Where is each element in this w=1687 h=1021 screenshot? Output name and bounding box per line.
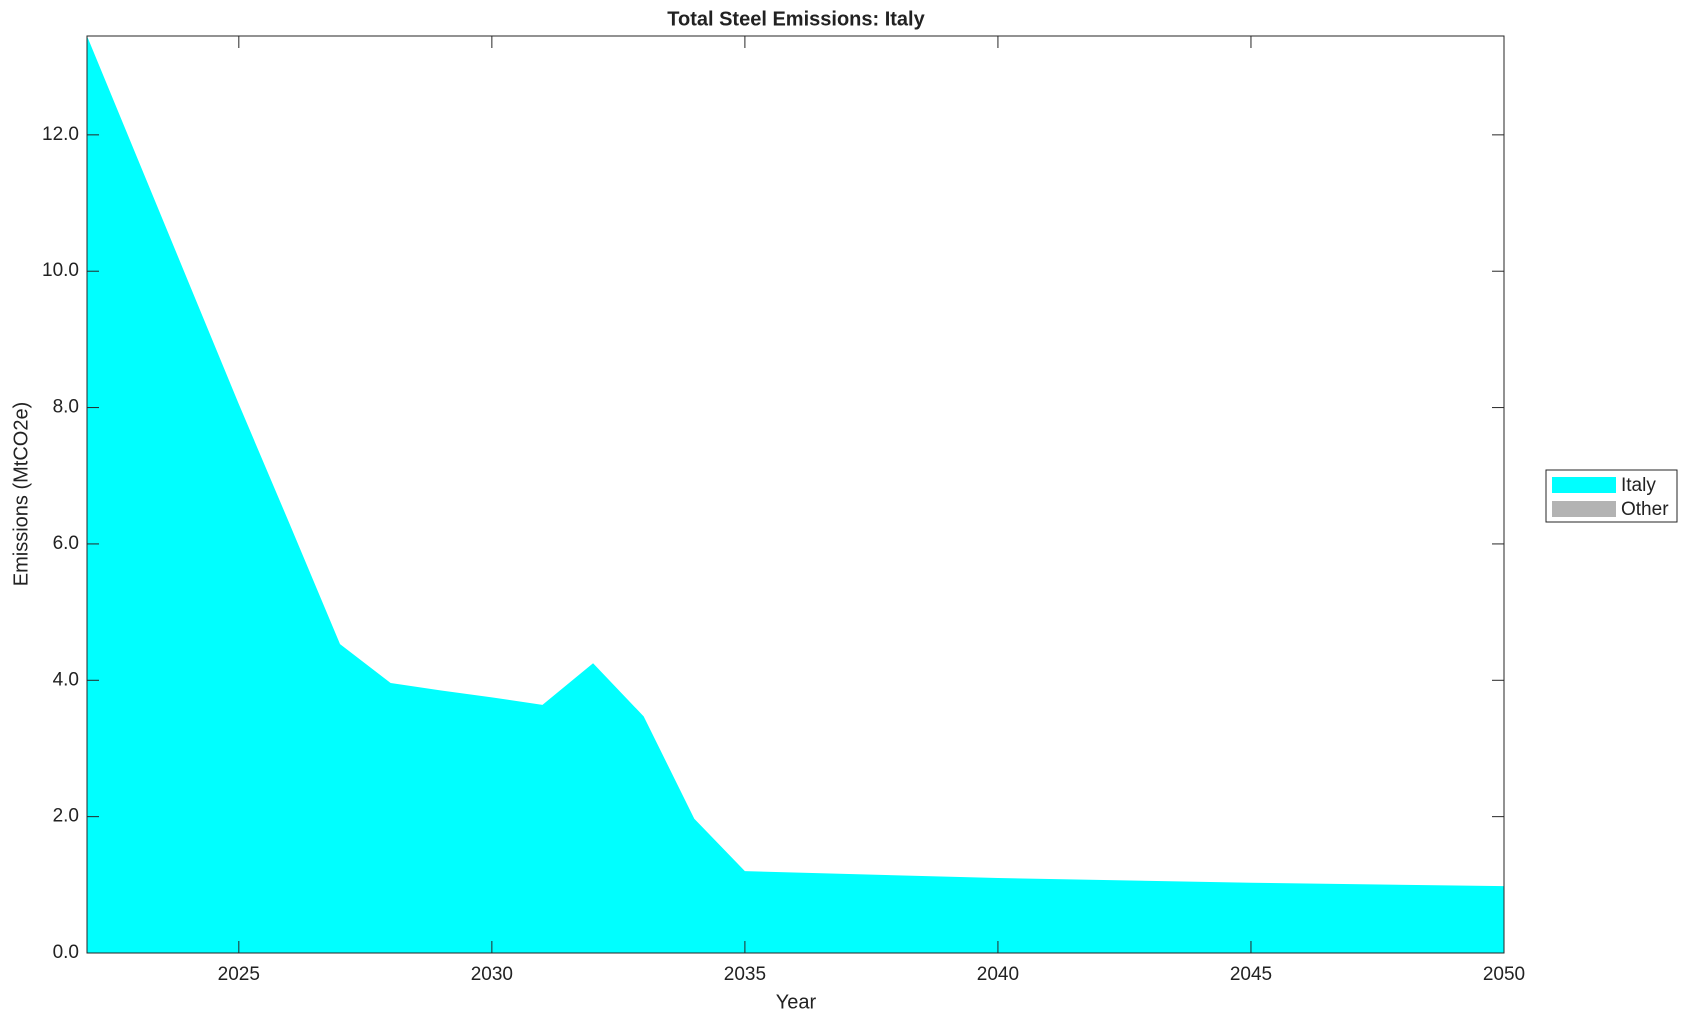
x-axis-label: Year — [776, 991, 817, 1013]
y-tick-label: 0.0 — [53, 942, 79, 963]
legend-swatch — [1552, 501, 1616, 517]
area — [87, 36, 1504, 953]
legend-swatch — [1552, 477, 1616, 493]
x-tick-label: 2050 — [1483, 964, 1525, 985]
legend-label: Italy — [1621, 475, 1656, 496]
y-tick-label: 10.0 — [42, 260, 79, 281]
y-tick-label: 8.0 — [53, 397, 79, 418]
y-tick-label: 2.0 — [53, 806, 79, 827]
legend-label: Other — [1621, 499, 1669, 520]
x-tick-label: 2040 — [977, 964, 1019, 985]
plot-frame — [86, 35, 1505, 954]
y-tick-label: 4.0 — [53, 669, 79, 690]
y-axis-label: Emissions (MtCO2e) — [10, 402, 32, 586]
y-tick-label: 12.0 — [42, 124, 79, 145]
x-tick-label: 2035 — [724, 964, 766, 985]
x-tick-label: 2030 — [471, 964, 513, 985]
x-tick-label: 2025 — [218, 964, 260, 985]
x-tick-label: 2045 — [1230, 964, 1272, 985]
y-tick-label: 6.0 — [53, 533, 79, 554]
chart-title: Total Steel Emissions: Italy — [667, 8, 925, 30]
